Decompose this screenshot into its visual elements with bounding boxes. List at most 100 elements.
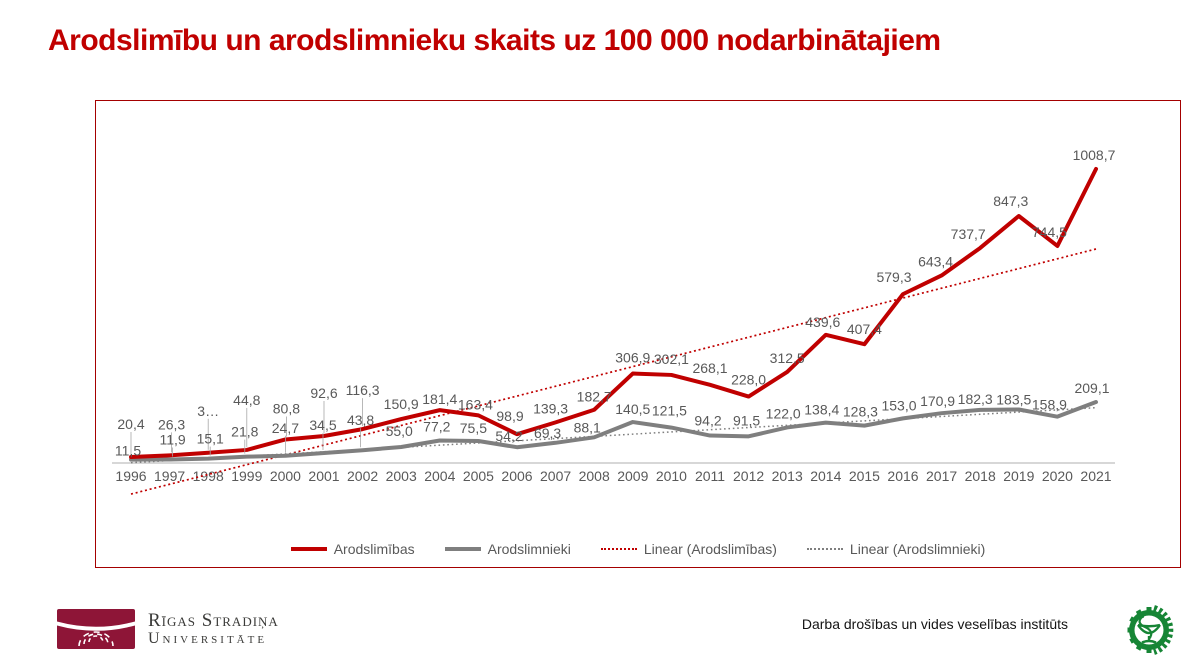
x-axis-tick-label: 2017 — [926, 468, 957, 484]
data-label-arodslimnieki: 21,8 — [231, 424, 258, 440]
data-label-arodslimības: 407,4 — [847, 321, 882, 337]
data-label-arodslimības: 847,3 — [993, 193, 1028, 209]
chart-area: 1996 1997 1998 1999 2000 2001 2002 2003 2004 2005… — [95, 100, 1181, 568]
x-axis-tick-label: 2008 — [579, 468, 610, 484]
legend-label: Linear (Arodslimības) — [643, 541, 777, 557]
institute-logo — [1122, 601, 1178, 664]
legend-item-arodslimnieki: Arodslimnieki — [444, 541, 571, 557]
legend-item-arodslimibas: Arodslimības — [290, 541, 415, 557]
data-label-arodslimības: 80,8 — [273, 400, 300, 416]
legend-swatch-dotted-red — [600, 548, 637, 550]
data-label-arodslimības: 163,4 — [458, 396, 493, 412]
data-label-arodslimnieki: 140,5 — [615, 401, 650, 417]
data-label-arodslimnieki: 88,1 — [574, 419, 601, 435]
data-label-arodslimnieki: 15,1 — [197, 431, 224, 447]
data-label-arodslimnieki: 55,0 — [386, 423, 413, 439]
data-label-arodslimības: 737,7 — [951, 226, 986, 242]
data-label-arodslimības: 20,4 — [117, 416, 144, 432]
x-axis-tick-label: 2014 — [810, 468, 841, 484]
data-label-arodslimības: 92,6 — [310, 385, 337, 401]
data-label-arodslimnieki: 54,2 — [495, 428, 522, 444]
rsu-logo: Rīgas Stradiņa Universitāte — [57, 609, 279, 649]
data-label-arodslimnieki: 91,5 — [733, 412, 760, 428]
x-axis-tick-label: 2018 — [965, 468, 996, 484]
data-label-arodslimības: 306,9 — [615, 350, 650, 366]
data-label-arodslimnieki: 170,9 — [920, 393, 955, 409]
data-label-arodslimības: 268,1 — [692, 360, 727, 376]
rsu-logo-icon — [57, 609, 135, 649]
data-label-arodslimnieki: 209,1 — [1074, 380, 1109, 396]
data-label-arodslimības: 139,3 — [533, 400, 568, 416]
data-label-arodslimības: 26,3 — [158, 416, 185, 432]
x-axis-tick-label: 2006 — [501, 468, 532, 484]
rsu-name-line1: Rīgas Stradiņa — [148, 609, 279, 631]
x-axis-tick-label: 2019 — [1003, 468, 1034, 484]
x-axis-tick-label: 2004 — [424, 468, 455, 484]
legend-item-linear-arodslimibas: Linear (Arodslimības) — [600, 541, 777, 557]
data-label-arodslimības: 302,1 — [654, 351, 689, 367]
x-axis-tick-label: 2009 — [617, 468, 648, 484]
institute-name: Darba drošības un vides veselības instit… — [801, 616, 1068, 632]
x-axis-tick-label: 2007 — [540, 468, 571, 484]
data-label-arodslimnieki: 24,7 — [272, 420, 299, 436]
data-label-arodslimības: 181,4 — [422, 391, 457, 407]
data-label-arodslimnieki: 122,0 — [766, 405, 801, 421]
trendline-arodslimnieki — [130, 406, 1097, 464]
data-label-arodslimnieki: 69,3 — [534, 425, 561, 441]
data-label-arodslimnieki: 94,2 — [694, 413, 721, 429]
legend-item-linear-arodslimnieki: Linear (Arodslimnieki) — [806, 541, 986, 557]
x-axis-tick-label: 2021 — [1080, 468, 1111, 484]
rsu-name-line2: Universitāte — [148, 629, 268, 647]
x-axis-tick-label: 1996 — [115, 468, 146, 484]
x-axis-tick-label: 2012 — [733, 468, 764, 484]
x-axis-tick-label: 2011 — [695, 468, 725, 484]
data-label-arodslimnieki: 75,5 — [460, 420, 487, 436]
x-axis-tick-label: 2003 — [386, 468, 417, 484]
x-axis-tick-label: 2013 — [772, 468, 803, 484]
x-axis-tick-label: 2000 — [270, 468, 301, 484]
data-label-arodslimnieki: 153,0 — [881, 397, 916, 413]
x-axis-tick-label: 2002 — [347, 468, 378, 484]
data-label-arodslimības: 116,3 — [346, 382, 380, 398]
chart-canvas: 1996 1997 1998 1999 2000 2001 2002 2003 2004 2005… — [112, 147, 1116, 495]
legend-swatch-solid-gray — [444, 547, 481, 551]
data-label-arodslimnieki: 158,9 — [1032, 397, 1067, 413]
legend-label: Arodslimnieki — [487, 541, 571, 557]
x-axis-tick-label: 2001 — [308, 468, 339, 484]
data-label-arodslimības: 439,6 — [805, 314, 840, 330]
page-title: Arodslimību un arodslimnieku skaits uz 1… — [48, 24, 941, 57]
x-axis-tick-label: 1998 — [193, 468, 224, 484]
legend-label: Linear (Arodslimnieki) — [849, 541, 986, 557]
data-label-arodslimības: 744,5 — [1032, 224, 1067, 240]
data-label-arodslimnieki: 121,5 — [652, 403, 687, 419]
data-label-arodslimības: 312,5 — [770, 350, 805, 366]
x-axis-tick-label: 2005 — [463, 468, 494, 484]
series-line-arodslimnieki — [129, 400, 1098, 462]
data-label-arodslimnieki: 128,3 — [843, 404, 878, 420]
legend-swatch-dotted-gray — [806, 548, 843, 550]
data-label-arodslimnieki: 34,5 — [309, 417, 336, 433]
data-label-arodslimnieki: 11,9 — [159, 432, 185, 448]
data-label-arodslimnieki: 183,5 — [996, 392, 1031, 408]
chart-legend: Arodslimības Arodslimnieki Linear (Arods… — [96, 541, 1180, 557]
series-line-arodslimības — [129, 166, 1098, 460]
legend-label: Arodslimības — [333, 541, 415, 557]
data-label-arodslimības: 579,3 — [876, 269, 911, 285]
data-label-arodslimības: 3… — [197, 403, 219, 419]
legend-swatch-solid-red — [290, 547, 327, 551]
x-axis-tick-label: 2015 — [849, 468, 880, 484]
data-label-arodslimnieki: 138,4 — [804, 402, 839, 418]
x-axis-tick-label: 1999 — [231, 468, 262, 484]
data-label-arodslimnieki: 43,8 — [347, 412, 374, 428]
data-label-arodslimības: 44,8 — [233, 392, 260, 408]
data-label-arodslimības: 98,9 — [496, 408, 523, 424]
data-label-arodslimības: 1008,7 — [1073, 147, 1116, 163]
x-axis-tick-label: 2016 — [887, 468, 918, 484]
data-label-arodslimnieki: 77,2 — [423, 418, 450, 434]
data-label-arodslimības: 182,7 — [577, 389, 612, 405]
data-label-arodslimības: 150,9 — [384, 396, 419, 412]
rsu-logo-text: Rīgas Stradiņa Universitāte — [148, 609, 279, 648]
x-axis-tick-label: 2020 — [1042, 468, 1073, 484]
x-axis-tick-label: 2010 — [656, 468, 687, 484]
data-label-arodslimnieki: 11,5 — [115, 443, 141, 459]
